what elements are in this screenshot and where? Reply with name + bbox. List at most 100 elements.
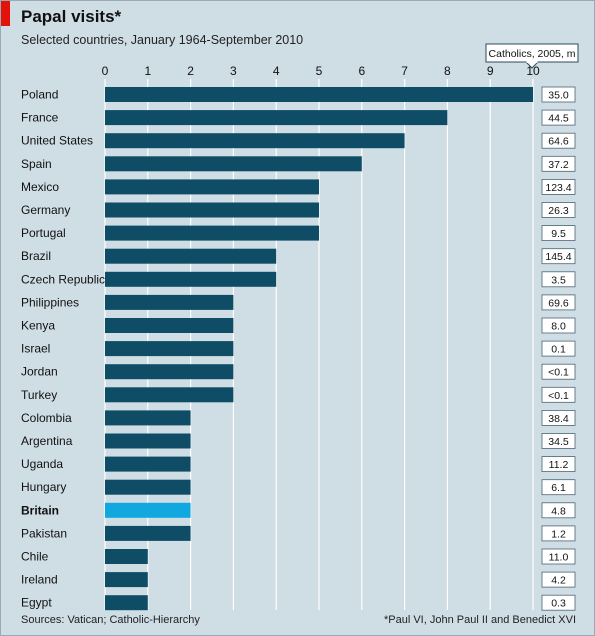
category-label: Ireland [21,573,58,587]
bar [105,479,191,495]
catholics-value: 64.6 [548,136,569,148]
catholics-value: 11.0 [549,552,569,564]
category-label: Germany [21,203,70,217]
bar [105,248,277,264]
bar [105,156,362,172]
bar [105,549,148,564]
catholics-value: 6.1 [551,482,566,494]
category-label: Israel [21,342,50,356]
catholics-value-box [541,86,576,103]
category-label: Uganda [21,457,63,471]
bar-highlight [105,502,191,518]
column-header-label: Catholics, 2005, m [489,48,576,60]
bar [105,456,191,472]
catholics-value: 34.5 [548,436,569,448]
catholics-value: 1.2 [551,528,566,540]
bar [105,179,319,195]
bar [105,294,234,310]
catholics-value-box [541,456,576,473]
catholics-value: 0.1 [551,344,566,356]
catholics-value-box [541,433,576,449]
catholics-value-box [541,525,576,542]
bar [105,341,234,357]
category-label: Kenya [21,319,55,333]
catholics-value-box [541,594,576,611]
category-label: Poland [21,88,58,102]
catholics-value-box [541,386,576,403]
catholics-value-box [541,155,576,172]
bar [105,595,148,611]
catholics-value-box [541,409,576,426]
x-tick-label: 8 [444,64,451,78]
catholics-value: 11.2 [549,459,569,471]
catholics-value: <0.1 [548,390,569,402]
catholics-value-box [541,132,576,149]
catholics-value: 0.3 [551,598,566,610]
category-label: Colombia [21,411,72,425]
x-tick-label: 3 [230,64,237,78]
x-tick-label: 5 [316,64,323,78]
catholics-value-box [541,271,576,288]
x-tick-label: 0 [102,64,109,78]
chart-subtitle: Selected countries, January 1964-Septemb… [21,33,304,47]
category-label: Mexico [21,180,59,194]
catholics-value: 8.0 [551,321,566,333]
catholics-value: 35.0 [548,90,569,102]
category-label: Turkey [21,388,57,402]
bar [105,133,405,149]
catholics-value: 38.4 [548,413,569,425]
source-note: Sources: Vatican; Catholic-Hierarchy [21,614,200,626]
category-label: Chile [21,550,49,564]
x-tick-label: 6 [358,64,365,78]
catholics-value-box [541,479,576,496]
category-label: France [21,111,59,125]
catholics-value-box [541,202,576,218]
bar [105,433,191,449]
bar [105,202,319,218]
column-header-pointer-mask [526,60,538,63]
catholics-value-box [541,109,576,126]
catholics-value-box [541,548,576,565]
chart-title: Papal visits* [21,7,122,26]
bar [105,271,277,287]
x-tick-label: 4 [273,64,280,78]
category-label: Egypt [21,596,52,610]
bar [105,318,234,333]
catholics-value-box [541,340,576,357]
catholics-value: 4.8 [551,505,566,517]
catholics-value: 9.5 [551,228,566,240]
bar [105,364,234,380]
x-tick-label: 9 [487,64,494,78]
category-label: Brazil [21,249,51,263]
x-tick-label: 10 [526,64,540,78]
category-label: Philippines [21,295,79,309]
catholics-value-box [541,502,576,519]
catholics-value-box [541,317,576,334]
bar [105,525,191,541]
catholics-value: 145.4 [545,251,571,263]
catholics-value-box [541,571,576,588]
catholics-value: 69.6 [548,297,569,309]
category-label: Spain [21,157,52,171]
catholics-value-box [541,294,576,311]
category-label: Pakistan [21,526,67,540]
category-label: Britain [21,503,59,517]
category-label: Jordan [21,365,58,379]
brand-accent-tab [1,1,10,26]
catholics-value: 37.2 [548,159,569,171]
catholics-value: 4.2 [551,575,566,587]
bar [105,410,191,426]
catholics-value: 26.3 [548,205,569,217]
x-tick-label: 2 [187,64,194,78]
catholics-value-box [541,248,576,265]
x-tick-label: 1 [144,64,151,78]
bar [105,387,234,403]
category-label: Hungary [21,480,66,494]
category-label: United States [21,134,93,148]
category-label: Argentina [21,434,73,448]
catholics-value: 3.5 [551,274,566,286]
bar [105,225,319,241]
catholics-value: 123.4 [545,182,571,194]
category-label: Portugal [21,226,66,240]
